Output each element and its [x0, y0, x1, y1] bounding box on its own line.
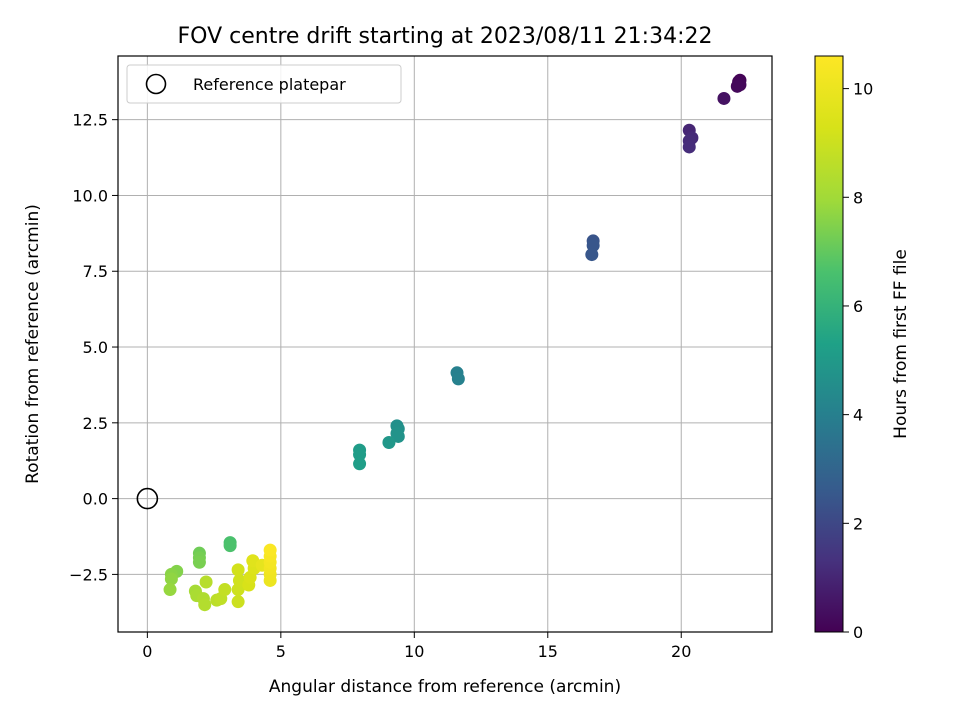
- reference-platepar-marker: [136, 487, 159, 510]
- y-tick-label: 12.5: [72, 111, 108, 130]
- colorbar-tick-label: 2: [853, 514, 863, 533]
- x-tick-label: 20: [671, 642, 691, 661]
- scatter-point: [192, 555, 206, 569]
- legend-entry-reference: Reference platepar: [193, 75, 346, 94]
- scatter-point: [231, 563, 245, 577]
- colorbar-tick-label: 10: [853, 80, 873, 99]
- y-tick-label: 7.5: [83, 262, 108, 281]
- scatter-point: [163, 583, 177, 597]
- x-tick-label: 10: [404, 642, 424, 661]
- colorbar-tick-label: 8: [853, 188, 863, 207]
- x-axis-label: Angular distance from reference (arcmin): [269, 677, 621, 697]
- y-tick-label: 2.5: [83, 414, 108, 433]
- legend-marker-icon: [145, 73, 167, 95]
- x-tick-label: 15: [538, 642, 558, 661]
- scatter-point: [391, 429, 405, 443]
- scatter-point: [730, 79, 744, 93]
- colorbar-ticks: 0 2 4 6 8 10: [843, 80, 873, 642]
- scatter-point: [682, 140, 696, 154]
- grid-lines: [118, 56, 772, 632]
- scatter-point: [451, 372, 465, 386]
- legend: Reference platepar: [126, 64, 402, 104]
- scatter-point: [353, 448, 367, 462]
- legend-box: [126, 64, 402, 104]
- y-tick-label: 10.0: [72, 186, 108, 205]
- y-tick-label: 0.0: [83, 490, 108, 509]
- scatter-point: [223, 539, 237, 553]
- scatter-point: [585, 248, 599, 262]
- y-axis-ticks: −2.5 0.0 2.5 5.0 7.5 10.0 12.5: [69, 111, 118, 584]
- chart-title: FOV centre drift starting at 2023/08/11 …: [178, 24, 713, 49]
- scatter-point: [717, 91, 731, 105]
- scatter-point: [353, 457, 367, 471]
- y-axis-label: Rotation from reference (arcmin): [23, 204, 43, 484]
- scatter-point: [231, 595, 245, 609]
- colorbar-gradient: [814, 55, 844, 633]
- x-tick-label: 5: [276, 642, 286, 661]
- colorbar-label: Hours from first FF file: [891, 249, 911, 439]
- scatter-point: [218, 583, 232, 597]
- x-tick-label: 0: [142, 642, 152, 661]
- x-axis-ticks: 0 5 10 15 20: [142, 632, 691, 661]
- colorbar: 0 2 4 6 8 10 Hours from first FF file: [814, 55, 911, 642]
- plot-frame: [117, 55, 773, 633]
- scatter-point: [382, 436, 396, 450]
- colorbar-tick-label: 4: [853, 406, 863, 425]
- scatter-point: [164, 572, 178, 586]
- y-tick-label: 5.0: [83, 338, 108, 357]
- scatter-point: [198, 598, 212, 612]
- scatter-point: [263, 543, 277, 557]
- scatter-point: [199, 575, 213, 589]
- colorbar-tick-label: 0: [853, 623, 863, 642]
- scatter-points: [163, 73, 747, 612]
- colorbar-tick-label: 6: [853, 297, 863, 316]
- y-tick-label: −2.5: [69, 565, 108, 584]
